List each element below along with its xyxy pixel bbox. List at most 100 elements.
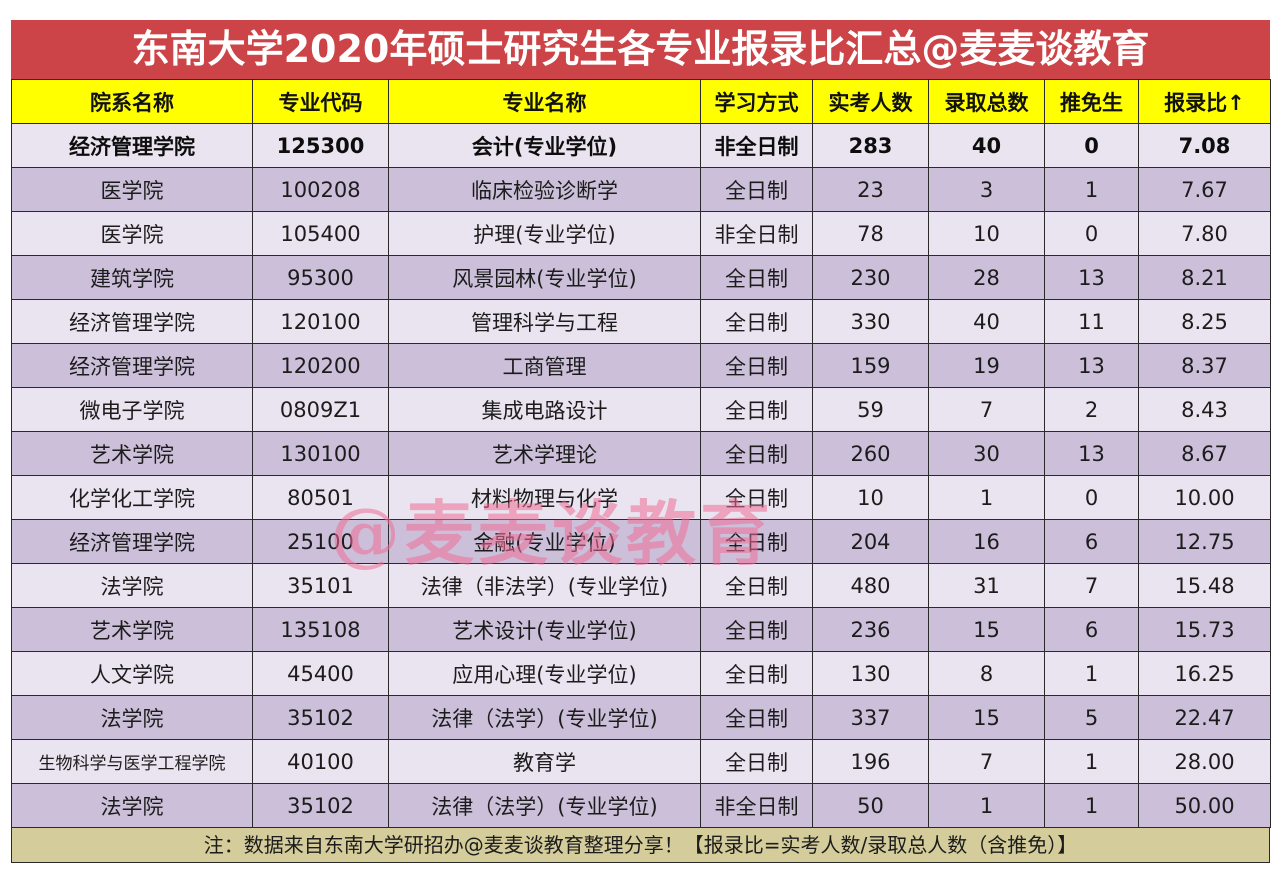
cell-exempt: 7 bbox=[1044, 563, 1139, 608]
table-header-row: 院系名称 专业代码 专业名称 学习方式 实考人数 录取总数 推免生 报录比↑ bbox=[11, 79, 1271, 124]
cell-ratio: 8.21 bbox=[1138, 255, 1271, 300]
cell-code: 80501 bbox=[252, 475, 389, 520]
table-row: 微电子学院 0809Z1 集成电路设计 全日制 59 7 2 8.43 bbox=[11, 387, 1271, 432]
cell-mode: 非全日制 bbox=[700, 123, 813, 168]
cell-admitted: 7 bbox=[928, 739, 1045, 784]
cell-major: 艺术设计(专业学位) bbox=[388, 607, 701, 652]
cell-code: 130100 bbox=[252, 431, 389, 476]
column-header-code[interactable]: 专业代码 bbox=[252, 79, 389, 124]
cell-major: 艺术学理论 bbox=[388, 431, 701, 476]
cell-code: 35102 bbox=[252, 783, 389, 828]
cell-ratio: 7.80 bbox=[1138, 211, 1271, 256]
cell-admitted: 16 bbox=[928, 519, 1045, 564]
cell-examinees: 230 bbox=[812, 255, 929, 300]
footnote: 注：数据来自东南大学研招办@麦麦谈教育整理分享！【报录比=实考人数/录取总人数（… bbox=[11, 828, 1270, 863]
column-header-dept[interactable]: 院系名称 bbox=[11, 79, 253, 124]
cell-examinees: 10 bbox=[812, 475, 929, 520]
cell-exempt: 13 bbox=[1044, 255, 1139, 300]
table-row: 建筑学院 95300 风景园林(专业学位) 全日制 230 28 13 8.21 bbox=[11, 255, 1271, 300]
table-row: 生物科学与医学工程学院 40100 教育学 全日制 196 7 1 28.00 bbox=[11, 739, 1271, 784]
cell-exempt: 11 bbox=[1044, 299, 1139, 344]
cell-mode: 全日制 bbox=[700, 607, 813, 652]
cell-mode: 全日制 bbox=[700, 255, 813, 300]
table-row: 经济管理学院 120100 管理科学与工程 全日制 330 40 11 8.25 bbox=[11, 299, 1271, 344]
cell-examinees: 23 bbox=[812, 167, 929, 212]
column-header-exempt[interactable]: 推免生 bbox=[1044, 79, 1139, 124]
cell-ratio: 7.67 bbox=[1138, 167, 1271, 212]
cell-exempt: 13 bbox=[1044, 343, 1139, 388]
table-row: 法学院 35102 法律（法学）(专业学位) 非全日制 50 1 1 50.00 bbox=[11, 783, 1271, 828]
cell-mode: 非全日制 bbox=[700, 211, 813, 256]
cell-dept: 经济管理学院 bbox=[11, 519, 253, 564]
cell-mode: 全日制 bbox=[700, 563, 813, 608]
cell-ratio: 15.73 bbox=[1138, 607, 1271, 652]
table-row: 法学院 35101 法律（非法学）(专业学位) 全日制 480 31 7 15.48 bbox=[11, 563, 1271, 608]
table-row: 法学院 35102 法律（法学）(专业学位) 全日制 337 15 5 22.47 bbox=[11, 695, 1271, 740]
cell-admitted: 15 bbox=[928, 607, 1045, 652]
cell-ratio: 28.00 bbox=[1138, 739, 1271, 784]
column-header-admitted[interactable]: 录取总数 bbox=[928, 79, 1045, 124]
cell-exempt: 5 bbox=[1044, 695, 1139, 740]
cell-code: 35102 bbox=[252, 695, 389, 740]
column-header-major[interactable]: 专业名称 bbox=[388, 79, 701, 124]
cell-admitted: 1 bbox=[928, 783, 1045, 828]
cell-mode: 全日制 bbox=[700, 695, 813, 740]
cell-major: 护理(专业学位) bbox=[388, 211, 701, 256]
table-row: 经济管理学院 25100 金融(专业学位) 全日制 204 16 6 12.75 bbox=[11, 519, 1271, 564]
cell-dept: 法学院 bbox=[11, 695, 253, 740]
cell-ratio: 8.37 bbox=[1138, 343, 1271, 388]
column-header-ratio-sorted-asc[interactable]: 报录比↑ bbox=[1138, 79, 1271, 124]
cell-exempt: 0 bbox=[1044, 211, 1139, 256]
cell-examinees: 236 bbox=[812, 607, 929, 652]
cell-code: 0809Z1 bbox=[252, 387, 389, 432]
cell-exempt: 2 bbox=[1044, 387, 1139, 432]
cell-code: 25100 bbox=[252, 519, 389, 564]
cell-examinees: 50 bbox=[812, 783, 929, 828]
cell-exempt: 13 bbox=[1044, 431, 1139, 476]
cell-examinees: 159 bbox=[812, 343, 929, 388]
cell-code: 40100 bbox=[252, 739, 389, 784]
cell-examinees: 130 bbox=[812, 651, 929, 696]
cell-code: 125300 bbox=[252, 123, 389, 168]
cell-mode: 全日制 bbox=[700, 299, 813, 344]
cell-examinees: 260 bbox=[812, 431, 929, 476]
table-row: 医学院 100208 临床检验诊断学 全日制 23 3 1 7.67 bbox=[11, 167, 1271, 212]
cell-dept: 法学院 bbox=[11, 783, 253, 828]
cell-admitted: 31 bbox=[928, 563, 1045, 608]
table-row: 人文学院 45400 应用心理(专业学位) 全日制 130 8 1 16.25 bbox=[11, 651, 1271, 696]
cell-admitted: 30 bbox=[928, 431, 1045, 476]
column-header-examinees[interactable]: 实考人数 bbox=[812, 79, 929, 124]
cell-dept: 经济管理学院 bbox=[11, 299, 253, 344]
cell-dept: 经济管理学院 bbox=[11, 343, 253, 388]
cell-admitted: 40 bbox=[928, 123, 1045, 168]
cell-major: 法律（法学）(专业学位) bbox=[388, 783, 701, 828]
cell-ratio: 50.00 bbox=[1138, 783, 1271, 828]
cell-exempt: 1 bbox=[1044, 651, 1139, 696]
cell-examinees: 330 bbox=[812, 299, 929, 344]
cell-admitted: 7 bbox=[928, 387, 1045, 432]
cell-code: 120200 bbox=[252, 343, 389, 388]
table-row: 化学化工学院 80501 材料物理与化学 全日制 10 1 0 10.00 bbox=[11, 475, 1271, 520]
cell-admitted: 19 bbox=[928, 343, 1045, 388]
cell-dept: 法学院 bbox=[11, 563, 253, 608]
cell-examinees: 337 bbox=[812, 695, 929, 740]
cell-ratio: 22.47 bbox=[1138, 695, 1271, 740]
cell-ratio: 8.25 bbox=[1138, 299, 1271, 344]
cell-mode: 非全日制 bbox=[700, 783, 813, 828]
cell-dept: 生物科学与医学工程学院 bbox=[11, 739, 253, 784]
cell-mode: 全日制 bbox=[700, 343, 813, 388]
cell-examinees: 78 bbox=[812, 211, 929, 256]
column-header-mode[interactable]: 学习方式 bbox=[700, 79, 813, 124]
cell-admitted: 15 bbox=[928, 695, 1045, 740]
cell-exempt: 1 bbox=[1044, 739, 1139, 784]
cell-admitted: 10 bbox=[928, 211, 1045, 256]
cell-code: 120100 bbox=[252, 299, 389, 344]
cell-dept: 艺术学院 bbox=[11, 607, 253, 652]
cell-exempt: 0 bbox=[1044, 475, 1139, 520]
page-title: 东南大学2020年硕士研究生各专业报录比汇总@麦麦谈教育 bbox=[11, 20, 1270, 79]
cell-exempt: 6 bbox=[1044, 519, 1139, 564]
cell-admitted: 40 bbox=[928, 299, 1045, 344]
cell-examinees: 480 bbox=[812, 563, 929, 608]
table-row: 艺术学院 130100 艺术学理论 全日制 260 30 13 8.67 bbox=[11, 431, 1271, 476]
cell-dept: 微电子学院 bbox=[11, 387, 253, 432]
